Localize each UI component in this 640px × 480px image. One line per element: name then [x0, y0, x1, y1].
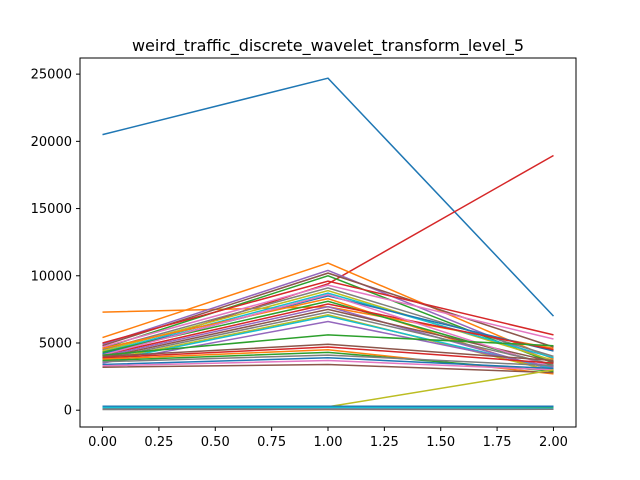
series-line-36	[102, 406, 554, 409]
y-tick-label: 25000	[31, 68, 72, 83]
x-tick-label: 1.00	[314, 435, 343, 450]
x-tick-label: 1.75	[483, 435, 512, 450]
series-line-18	[102, 293, 554, 368]
series-line-30	[102, 359, 554, 371]
series-line-7	[102, 280, 554, 344]
series-line-21	[102, 315, 554, 370]
x-tick-label: 1.25	[370, 435, 399, 450]
series-line-23	[102, 334, 554, 356]
x-tick-label: 0.75	[257, 435, 286, 450]
series-line-25	[102, 346, 554, 364]
series-line-17	[102, 308, 554, 363]
x-tick-label: 0.25	[144, 435, 173, 450]
series-line-0	[102, 77, 555, 317]
y-tick-label: 20000	[31, 135, 72, 150]
series-line-5	[102, 272, 554, 348]
series-line-22	[102, 320, 554, 368]
series-line-26	[102, 348, 554, 375]
series-line-4	[102, 269, 554, 363]
series-line-29	[102, 357, 554, 370]
series-line-19	[102, 311, 554, 366]
plot-frame	[79, 57, 577, 428]
y-tick-label: 15000	[31, 202, 72, 217]
series-line-11	[102, 292, 554, 359]
series-line-13	[102, 297, 554, 374]
series-line-3	[102, 262, 554, 360]
series-line-8	[102, 284, 554, 348]
x-tick-label: 1.50	[426, 435, 455, 450]
series-line-15	[102, 303, 554, 356]
x-axis: 0.00 0.25 0.50 0.75 1.00 1.25 1.50 1.75 2.00	[88, 427, 568, 450]
x-tick-label: 0.50	[201, 435, 230, 450]
series-line-31	[102, 363, 554, 374]
x-tick-label: 0.00	[88, 435, 117, 450]
series-line-16	[102, 305, 554, 371]
series-lines	[102, 77, 555, 411]
chart-title: weird_traffic_discrete_wavelet_transform…	[132, 36, 524, 56]
x-tick-label: 2.00	[539, 435, 568, 450]
series-line-9	[102, 287, 554, 358]
y-axis: 0 5000 10000 15000 20000 25000	[31, 68, 80, 419]
series-line-28	[102, 354, 554, 367]
y-tick-label: 5000	[39, 336, 72, 351]
series-line-24	[102, 343, 554, 362]
y-tick-label: 10000	[31, 269, 72, 284]
series-line-10	[102, 289, 554, 362]
y-tick-label: 0	[64, 404, 72, 419]
